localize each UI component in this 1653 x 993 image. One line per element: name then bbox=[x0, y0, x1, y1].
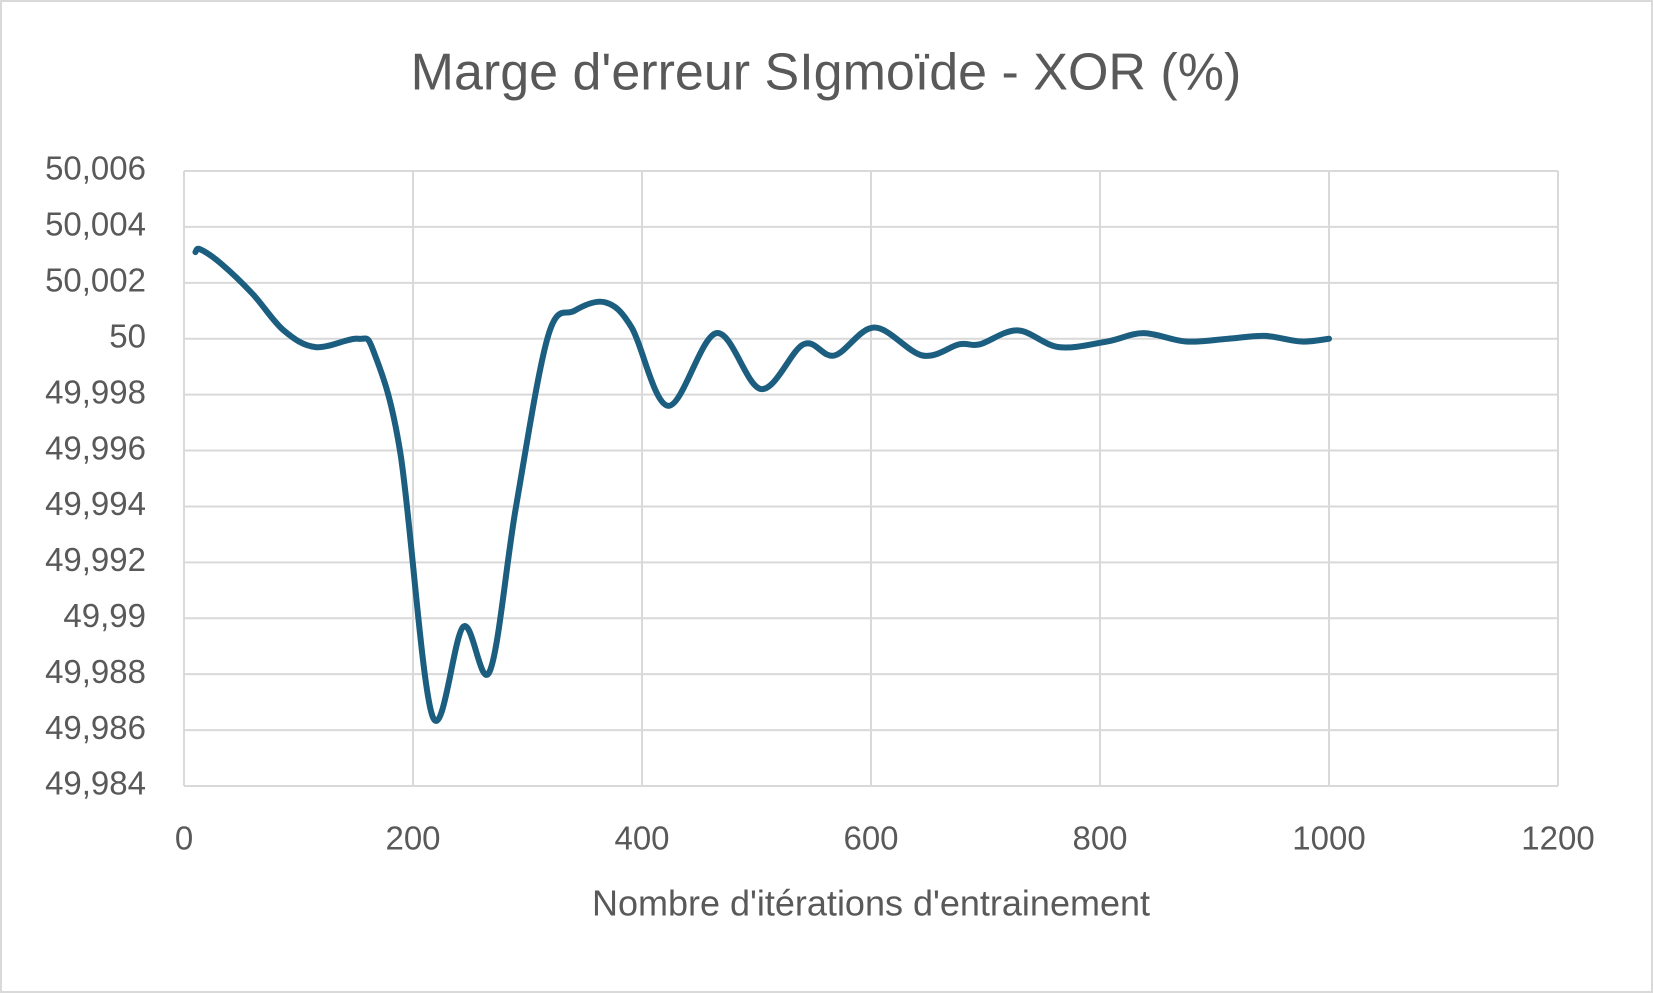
x-tick-label: 800 bbox=[1072, 820, 1127, 857]
data-line bbox=[192, 245, 1332, 724]
chart-title: Marge d'erreur SIgmoïde - XOR (%) bbox=[411, 44, 1242, 102]
y-tick-label: 49,984 bbox=[45, 765, 146, 802]
y-tick-label: 49,99 bbox=[63, 597, 146, 634]
x-tick-label: 1000 bbox=[1292, 820, 1365, 857]
y-tick-label: 50,006 bbox=[45, 150, 146, 187]
y-tick-label: 49,998 bbox=[45, 373, 146, 410]
y-tick-label: 49,996 bbox=[45, 429, 146, 466]
y-tick-label: 49,994 bbox=[45, 485, 146, 522]
y-tick-label: 49,992 bbox=[45, 541, 146, 578]
y-tick-label: 50,002 bbox=[45, 262, 146, 299]
x-tick-label: 0 bbox=[175, 820, 193, 857]
x-tick-label: 200 bbox=[385, 820, 440, 857]
x-tick-label: 1200 bbox=[1521, 820, 1594, 857]
x-tick-label: 600 bbox=[843, 820, 898, 857]
y-tick-label: 49,986 bbox=[45, 709, 146, 746]
y-tick-label: 50 bbox=[109, 317, 146, 354]
x-axis-title: Nombre d'itérations d'entrainement bbox=[592, 883, 1150, 924]
x-tick-label: 400 bbox=[614, 820, 669, 857]
y-tick-label: 50,004 bbox=[45, 206, 146, 243]
y-tick-label: 49,988 bbox=[45, 653, 146, 690]
